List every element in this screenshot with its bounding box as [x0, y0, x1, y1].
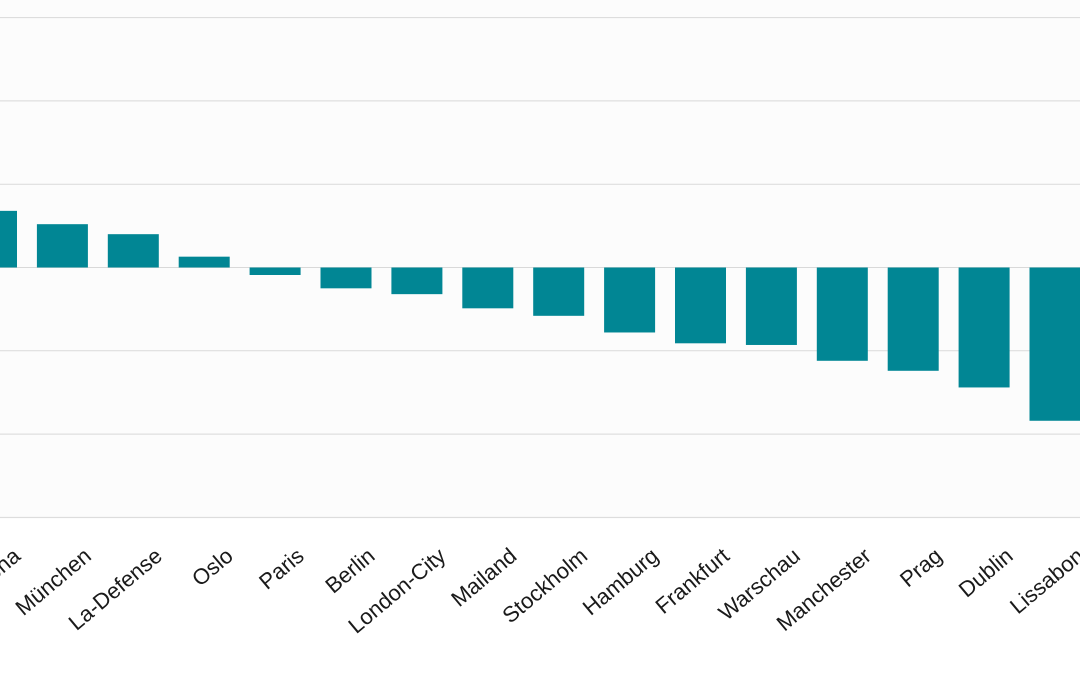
bar-lissabon	[1029, 267, 1080, 421]
bar-warschau	[745, 267, 797, 345]
bar-stockholm	[533, 267, 585, 316]
bars	[0, 210, 1080, 421]
bar-dublin	[958, 267, 1010, 388]
bar-barcelona	[0, 210, 17, 268]
bar-la-defense	[107, 234, 159, 268]
bar-manchester	[816, 267, 868, 361]
bar-hamburg	[604, 267, 656, 333]
bar-münchen	[36, 224, 88, 268]
bar-london-city	[391, 267, 443, 295]
bar-oslo	[178, 256, 230, 268]
bar-paris	[249, 267, 301, 275]
bar-berlin	[320, 267, 372, 289]
bar-mailand	[462, 267, 514, 309]
plot-area	[0, 0, 1080, 519]
bar-frankfurt	[675, 267, 726, 344]
bar-prag	[887, 267, 939, 371]
